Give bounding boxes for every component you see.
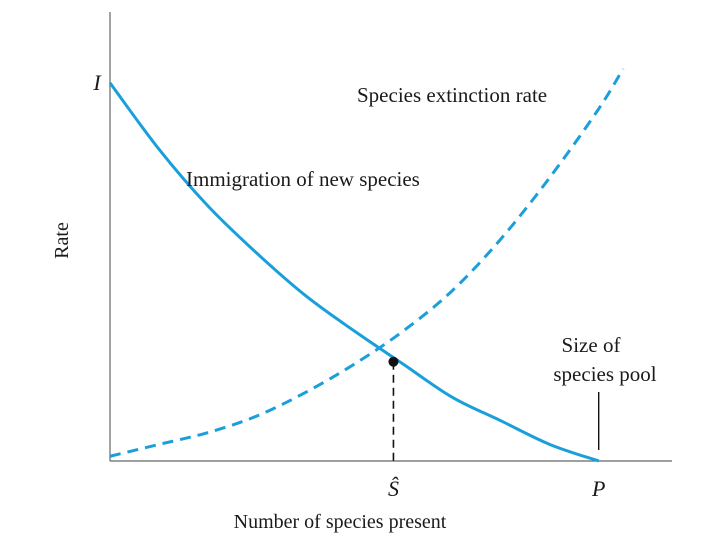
y-axis-label: Rate bbox=[51, 222, 73, 259]
marks-layer bbox=[388, 356, 600, 461]
axes bbox=[109, 12, 672, 462]
y-tick-label-immigration-max: I bbox=[92, 70, 102, 95]
series-layer bbox=[108, 67, 625, 463]
pool-size-label-line-2: species pool bbox=[553, 362, 656, 386]
x-tick-label-equilibrium: Ŝ bbox=[388, 476, 399, 501]
immigration-label: Immigration of new species bbox=[186, 167, 420, 191]
immigration-curve bbox=[108, 81, 600, 463]
pool-size-label-line-1: Size of bbox=[562, 333, 621, 357]
equilibrium-point bbox=[388, 356, 399, 367]
extinction-rate-label: Species extinction rate bbox=[357, 83, 547, 107]
x-axis-label: Number of species present bbox=[234, 511, 447, 533]
x-tick-label-pool-size: P bbox=[591, 476, 605, 501]
extinction-rate-curve bbox=[109, 67, 625, 458]
